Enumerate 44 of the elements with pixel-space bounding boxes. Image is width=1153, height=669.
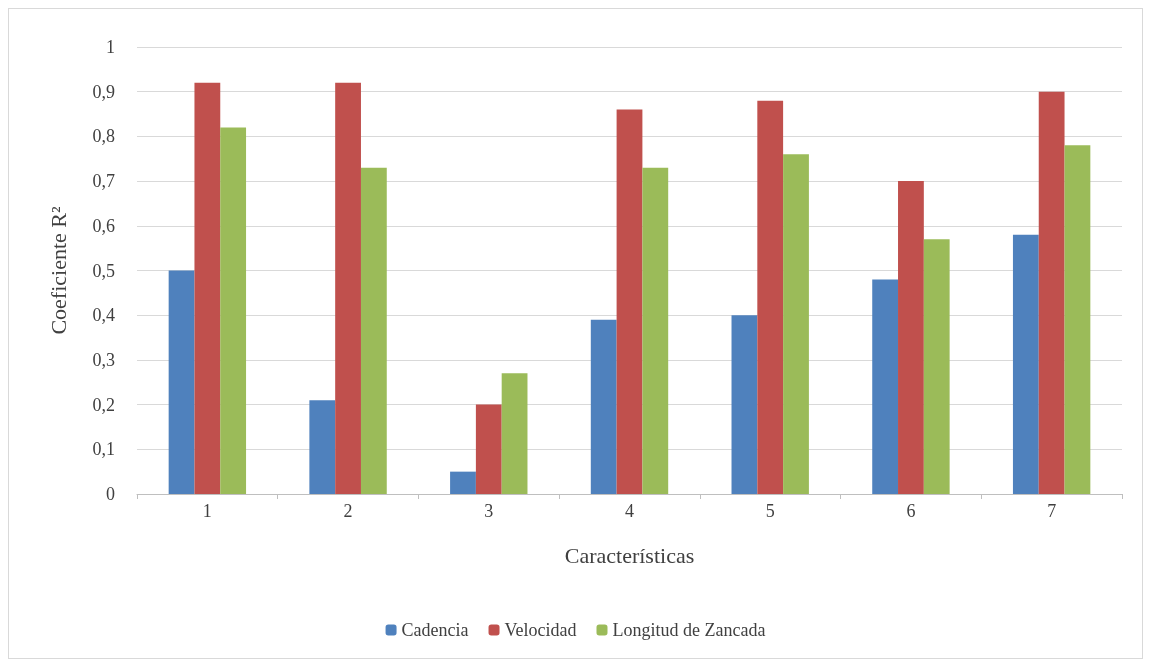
x-axis-title: Características	[564, 542, 695, 568]
bar	[168, 270, 195, 494]
bar	[923, 239, 950, 494]
y-tick-label: 0,4	[92, 305, 115, 326]
y-tick-label: 0,5	[92, 260, 115, 281]
bar	[1012, 234, 1039, 494]
bar	[450, 471, 476, 494]
bar	[501, 373, 528, 494]
bar	[1064, 145, 1091, 494]
x-tick-label: 1	[202, 501, 212, 521]
bar	[898, 181, 924, 494]
bar	[475, 404, 502, 494]
bar	[731, 315, 758, 494]
y-tick-label: 0,8	[92, 126, 115, 147]
bar	[360, 167, 387, 494]
bar	[1038, 91, 1065, 494]
x-tick-label: 2	[343, 501, 353, 521]
y-tick-label: 0,2	[92, 394, 115, 415]
bar	[872, 279, 899, 494]
bar	[309, 400, 336, 494]
bar	[194, 82, 221, 494]
y-tick-label: 0,6	[92, 215, 115, 236]
x-tick-label: 5	[765, 501, 775, 521]
y-tick-label: 0,3	[92, 349, 115, 370]
bar	[757, 100, 784, 494]
x-tick-label: 3	[484, 501, 494, 521]
x-tick-label: 4	[625, 501, 634, 521]
legend-label: Longitud de Zancada	[612, 620, 766, 640]
bar	[220, 127, 247, 494]
bar	[783, 154, 809, 494]
legend-label: Cadencia	[401, 620, 469, 640]
bar	[616, 109, 643, 494]
y-tick-label: 0	[106, 484, 115, 504]
bar	[335, 82, 361, 494]
bar	[590, 319, 617, 494]
bar	[642, 167, 669, 494]
y-tick-label: 0,1	[92, 439, 115, 460]
x-tick-label: 6	[906, 501, 916, 521]
y-axis-title: Coeficiente R²	[45, 206, 71, 335]
y-tick-label: 0,7	[92, 171, 115, 192]
y-tick-label: 1	[106, 37, 115, 57]
x-tick-label: 7	[1047, 501, 1057, 521]
legend-label: Velocidad	[504, 620, 577, 640]
y-tick-label: 0,9	[92, 81, 115, 102]
